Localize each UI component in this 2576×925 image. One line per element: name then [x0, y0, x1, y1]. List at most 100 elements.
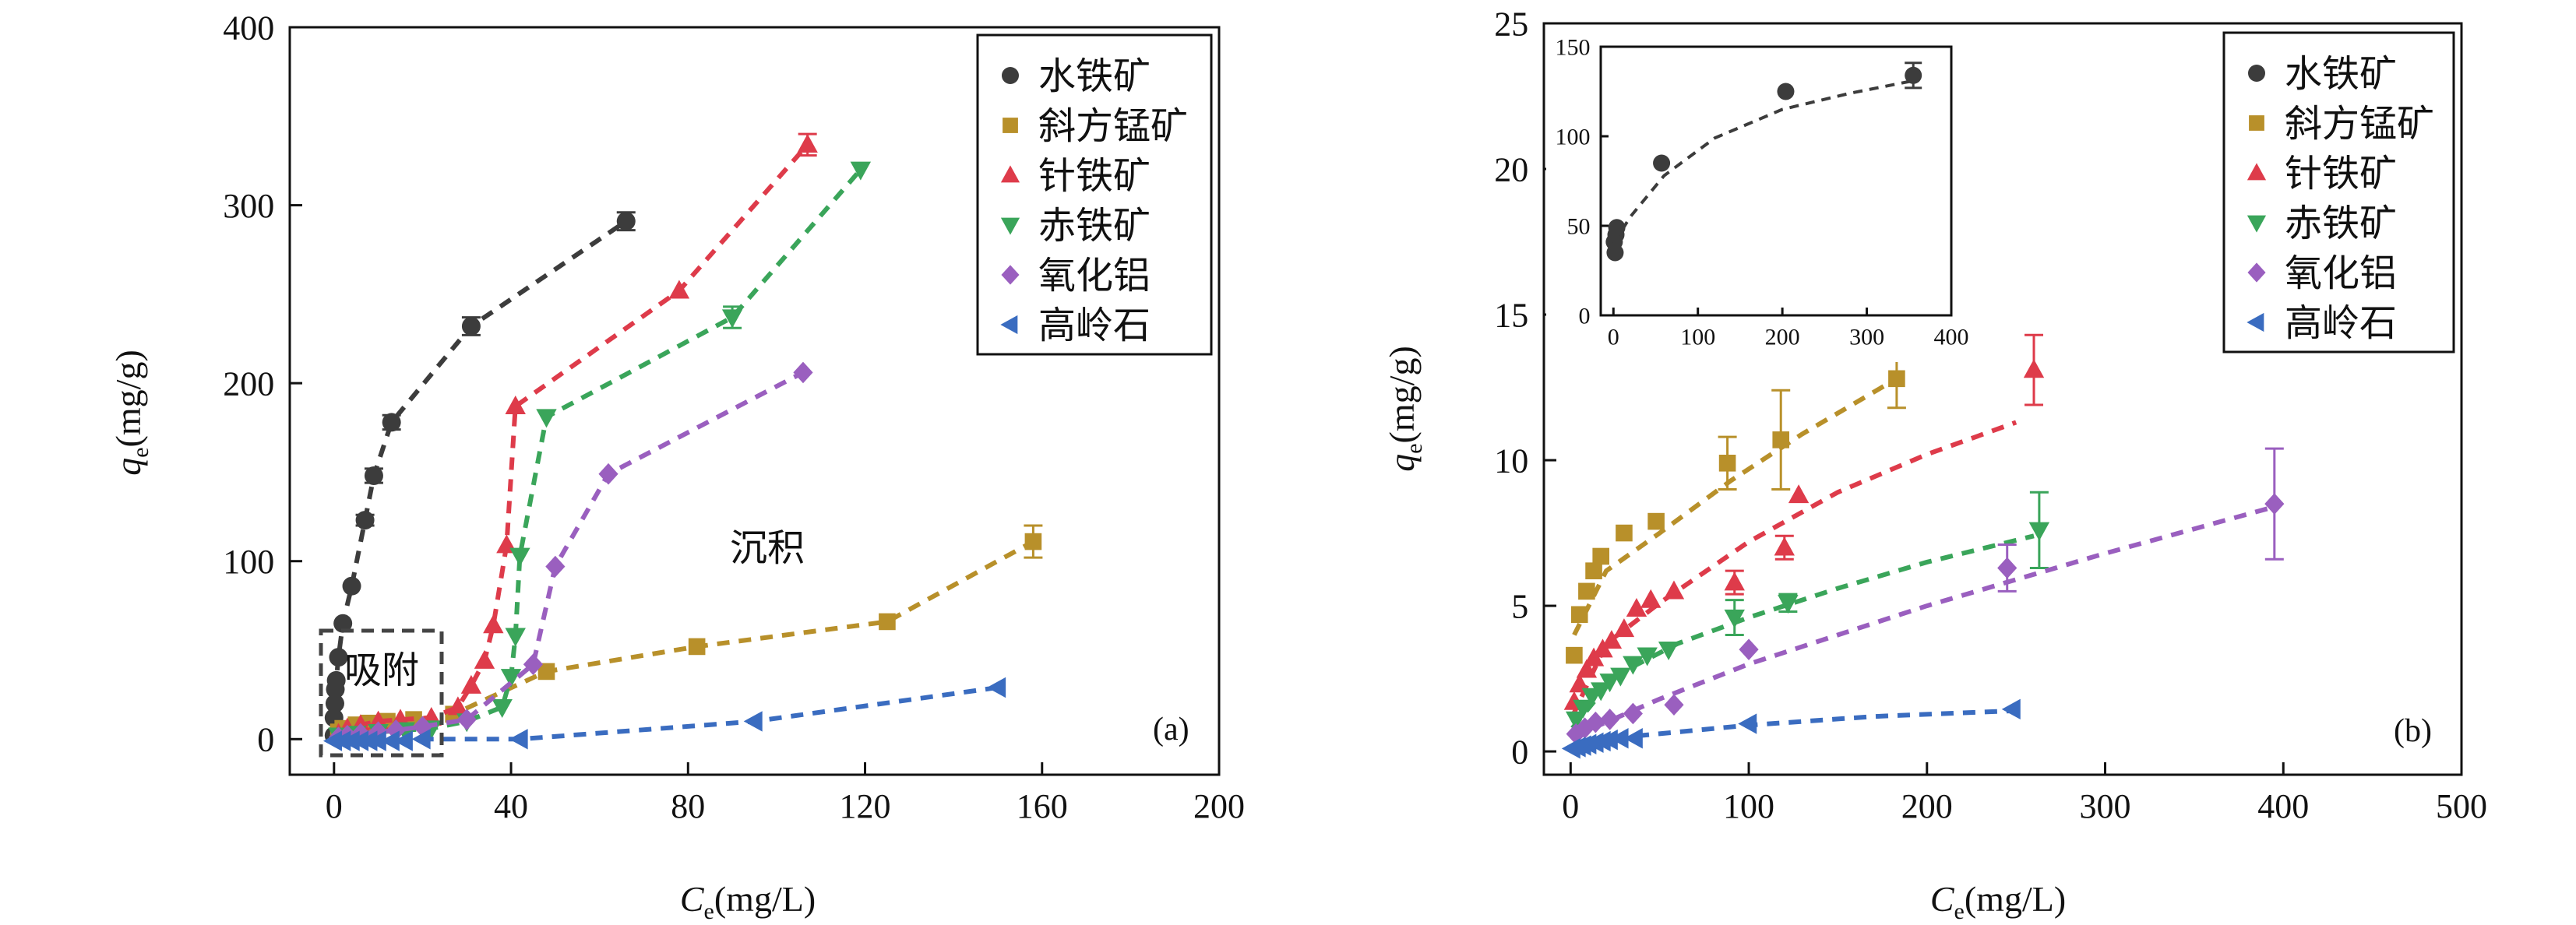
inset-x-tick-label: 100: [1680, 325, 1715, 350]
panel-a-2-point: [447, 696, 469, 716]
panel-b-1-point: [1578, 582, 1595, 600]
panel-a-4-point: [523, 653, 544, 676]
panel-a-0-point: [325, 694, 344, 713]
panel-a-plot: [323, 132, 1043, 751]
legend-marker: [2248, 65, 2265, 82]
panel-b-2-point: [1724, 572, 1745, 591]
panel-b-y-tick-label: 5: [1511, 587, 1528, 625]
panel-b-plot: [1561, 333, 2285, 759]
panel-a-y-axis-label-unit: (mg/g): [108, 350, 148, 447]
panel-b-4-point: [1566, 723, 1586, 745]
legend-frame: [2222, 31, 2455, 353]
panel-a-2-point: [668, 280, 690, 299]
panel-a-0-point: [326, 670, 346, 690]
legend-marker: [1002, 67, 1019, 84]
panel-b-4-point: [1600, 709, 1620, 730]
inset-0-line: [1612, 79, 1914, 245]
inset-x-tick-label: 400: [1934, 325, 1969, 350]
panel-b-3-point: [1610, 667, 1631, 687]
panel-b-3-point: [1658, 641, 1679, 660]
inset-y-tick-label: 0: [1579, 304, 1591, 329]
panel-a-y-tick-label: 300: [223, 187, 274, 225]
panel-b-2-point: [1601, 630, 1623, 649]
panel-a-x-axis-label: Ce(mg/L): [680, 879, 816, 924]
legend-label: 斜方锰矿: [1038, 104, 1188, 148]
panel-a-0-point: [616, 212, 636, 231]
panel-a-4-point: [545, 555, 566, 578]
panel-b-2-point: [1640, 589, 1662, 608]
panel-a-4-point: [456, 709, 477, 730]
legend-label: 斜方锰矿: [2285, 102, 2434, 146]
panel-b-y-axis-label-unit: (mg/g): [1382, 346, 1422, 443]
legend-label: 针铁矿: [1038, 154, 1151, 198]
panel-a-2-point: [460, 674, 482, 694]
panel-a-x-tick-label: 120: [840, 787, 891, 825]
panel-a-0-point: [355, 511, 375, 530]
panel-a-axes: 0 40 80 120 160 200 0 100 200 300 400: [223, 9, 1245, 825]
panel-b-4-point: [1623, 702, 1643, 725]
panel-b-y-axis-label-main: q: [1382, 454, 1422, 472]
legend-label: 赤铁矿: [1038, 204, 1151, 248]
panel-b-5-point: [1738, 713, 1757, 734]
legend-marker: [1000, 165, 1020, 183]
inset-x-tick-label: 200: [1765, 325, 1800, 350]
legend-marker: [2247, 163, 2267, 181]
panel-b-4-point: [1739, 638, 1759, 660]
panel-a-label: (a): [1153, 712, 1189, 747]
legend-marker: [2247, 215, 2267, 233]
panel-b-3-point: [2028, 522, 2050, 541]
legend-marker: [2249, 115, 2264, 131]
panel-a-y-axis-label: qe(mg/g): [108, 350, 153, 476]
panel-a-0-point: [364, 466, 383, 485]
legend-label: 高岭石: [2285, 301, 2397, 345]
panel-b-x-tick-label: 100: [1723, 787, 1774, 825]
panel-b-y-tick-label: 20: [1494, 150, 1528, 188]
panel-a-3-point: [505, 628, 526, 647]
panel-b-2-point: [1663, 580, 1685, 600]
legend-frame: [976, 33, 1213, 356]
panel-a-2-point: [505, 396, 526, 415]
panel-a-4-point: [793, 361, 813, 384]
panel-b-2-point: [1626, 598, 1647, 617]
legend-label: 水铁矿: [2285, 52, 2397, 96]
panel-a-3-point: [509, 547, 530, 567]
panel-a-1-point: [688, 638, 706, 656]
panel-a-x-tick-label: 80: [671, 787, 705, 825]
panel-a-3-point: [492, 698, 513, 718]
panel-b-3-point: [1573, 699, 1594, 719]
panel-a-x-axis-label-unit: (mg/L): [714, 879, 816, 919]
legend-marker: [1000, 315, 1018, 335]
panel-b-4-line: [1571, 504, 2275, 740]
panel-a-4-point: [351, 723, 371, 745]
panel-b-y-axis-label-sub: e: [1401, 443, 1427, 453]
panel-b-2-point: [1569, 674, 1590, 693]
panel-b-5-point: [1609, 728, 1629, 749]
panel-b-3-point: [1590, 682, 1612, 702]
panel-b-5-point: [1623, 728, 1643, 749]
panel-b-1-line: [1572, 376, 1898, 636]
deposition-label: 沉积: [730, 526, 805, 570]
panel-b-2-point: [2023, 359, 2045, 378]
panel-a-x-tick-label: 200: [1193, 787, 1245, 825]
panel-b-2-point: [1576, 659, 1598, 678]
inset-0-point: [1905, 66, 1922, 84]
panel-b-3-point: [1565, 711, 1587, 730]
panel-b-y-axis-label: qe(mg/g): [1382, 346, 1427, 472]
inset-y-tick-label: 150: [1556, 35, 1591, 61]
panel-a-0-point: [382, 413, 401, 432]
legend-label: 氧化铝: [2285, 251, 2397, 295]
panel-b-1-point: [1592, 547, 1609, 565]
panel-b-y-tick-label: 15: [1494, 296, 1528, 334]
inset-x-tick-label: 0: [1608, 325, 1619, 350]
panel-b-1-point: [1585, 562, 1602, 579]
panel-b-2-point: [1774, 536, 1795, 556]
legend-marker: [1000, 217, 1020, 235]
panel-b-4-point: [2264, 493, 2285, 515]
panel-b-x-tick-label: 200: [1901, 787, 1953, 825]
panel-b-1-point: [1718, 454, 1736, 472]
panel-a-1-point: [537, 663, 555, 681]
panel-a-2-point: [483, 614, 504, 634]
panel-b-1-point: [1570, 606, 1588, 624]
